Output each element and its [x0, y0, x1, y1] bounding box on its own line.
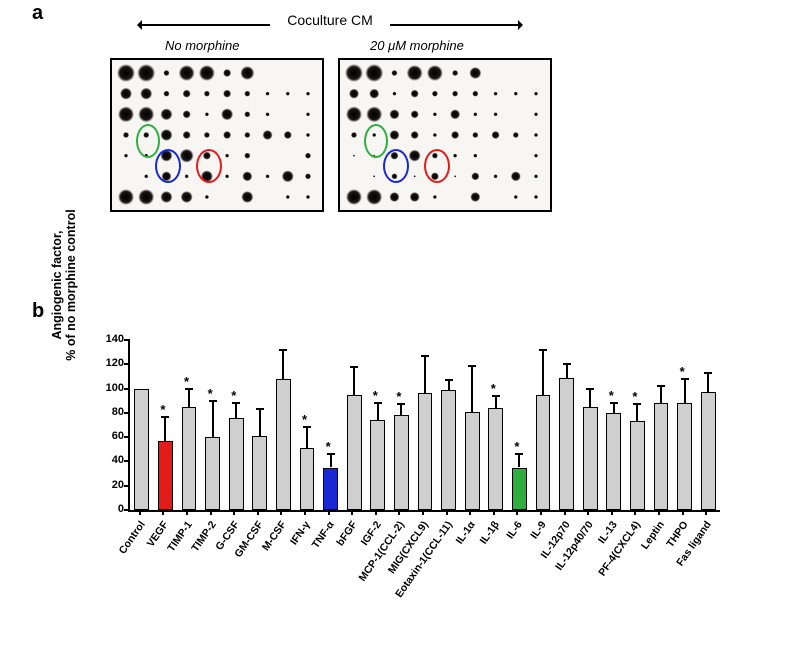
- bar-IL-9: [536, 395, 551, 510]
- significance-star: *: [326, 439, 331, 454]
- bar-MCP-1(CCL-2): [394, 415, 409, 510]
- ytick-label: 20: [84, 479, 124, 491]
- significance-star: *: [184, 374, 189, 389]
- significance-star: *: [231, 388, 236, 403]
- highlight-ring: [424, 149, 450, 183]
- bar-MIG(CXCL9): [418, 393, 433, 510]
- plot-area: * * * * * * * * * * * * *: [128, 340, 720, 512]
- significance-star: *: [632, 389, 637, 404]
- blot-right-title: 20 μM morphine: [370, 38, 464, 53]
- ytick-label: 60: [84, 430, 124, 442]
- coculture-cm-label: Coculture CM: [70, 12, 590, 28]
- ytick-label: 0: [84, 503, 124, 515]
- panel-a-label: a: [32, 2, 43, 25]
- bar-IL-6: [512, 468, 527, 511]
- bar-Eotaxin-1(CCL-11): [441, 390, 456, 510]
- bar-Fas ligand: [701, 392, 716, 510]
- significance-star: *: [396, 389, 401, 404]
- bar-M-CSF: [276, 379, 291, 510]
- significance-star: *: [514, 439, 519, 454]
- bar-IL-1β: [488, 408, 503, 510]
- ytick-label: 140: [84, 333, 124, 345]
- bar-TNF-α: [323, 468, 338, 511]
- bar-TIMP-1: [182, 407, 197, 510]
- bar-THPO: [677, 403, 692, 510]
- bar-IFN-γ: [300, 448, 315, 510]
- ytick-label: 100: [84, 382, 124, 394]
- bar-IL-12p40/70: [583, 407, 598, 510]
- ylabel-line1: Angiogenic factor,: [50, 230, 64, 339]
- bar-IGF-2: [370, 420, 385, 510]
- significance-star: *: [491, 381, 496, 396]
- bar-GM-CSF: [252, 436, 267, 510]
- bar-VEGF: [158, 441, 173, 510]
- significance-star: *: [302, 412, 307, 427]
- significance-star: *: [373, 388, 378, 403]
- ytick-label: 80: [84, 406, 124, 418]
- panel-b-label: b: [32, 300, 44, 323]
- bar-Leptin: [654, 403, 669, 510]
- bar-PF-4(CXCL4): [630, 421, 645, 510]
- ylabel-line2: % of no morphine control: [64, 209, 78, 360]
- bar-IL-12p70: [559, 378, 574, 510]
- ytick-label: 120: [84, 357, 124, 369]
- significance-star: *: [160, 402, 165, 417]
- bar-Control: [134, 389, 149, 510]
- significance-star: *: [680, 364, 685, 379]
- significance-star: *: [208, 386, 213, 401]
- highlight-ring: [196, 149, 222, 183]
- ytick-label: 40: [84, 454, 124, 466]
- significance-star: *: [609, 388, 614, 403]
- bar-bFGF: [347, 395, 362, 510]
- blot-left: [110, 58, 324, 212]
- bar-IL-13: [606, 413, 621, 510]
- y-axis-label: Angiogenic factor, % of no morphine cont…: [50, 200, 79, 370]
- blot-left-title: No morphine: [165, 38, 239, 53]
- bar-G-CSF: [229, 418, 244, 510]
- bar-TIMP-2: [205, 437, 220, 510]
- bar-IL-1α: [465, 412, 480, 510]
- bar-chart: Angiogenic factor, % of no morphine cont…: [70, 330, 730, 630]
- blot-right: [338, 58, 552, 212]
